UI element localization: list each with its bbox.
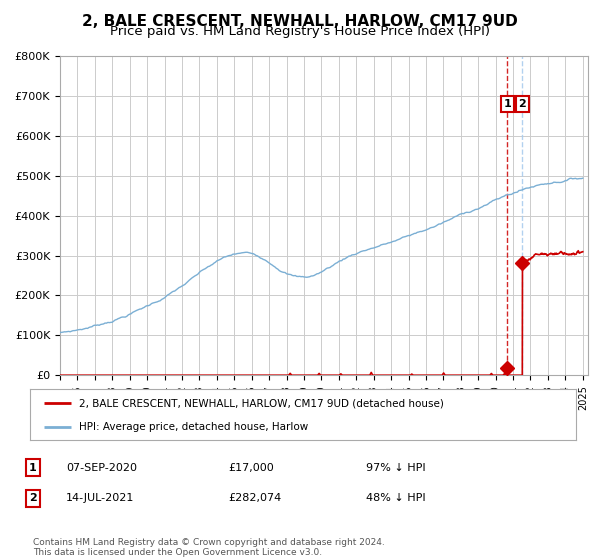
Text: Price paid vs. HM Land Registry's House Price Index (HPI): Price paid vs. HM Land Registry's House … [110, 25, 490, 38]
Text: 97% ↓ HPI: 97% ↓ HPI [366, 463, 425, 473]
Text: 2: 2 [518, 99, 526, 109]
Text: 1: 1 [503, 99, 511, 109]
Text: 14-JUL-2021: 14-JUL-2021 [66, 493, 134, 503]
Text: 2: 2 [29, 493, 37, 503]
Text: 07-SEP-2020: 07-SEP-2020 [66, 463, 137, 473]
Text: HPI: Average price, detached house, Harlow: HPI: Average price, detached house, Harl… [79, 422, 308, 432]
Text: 2, BALE CRESCENT, NEWHALL, HARLOW, CM17 9UD (detached house): 2, BALE CRESCENT, NEWHALL, HARLOW, CM17 … [79, 398, 444, 408]
Text: Contains HM Land Registry data © Crown copyright and database right 2024.
This d: Contains HM Land Registry data © Crown c… [33, 538, 385, 557]
Text: £17,000: £17,000 [228, 463, 274, 473]
Text: 48% ↓ HPI: 48% ↓ HPI [366, 493, 425, 503]
Text: £282,074: £282,074 [228, 493, 281, 503]
Text: 1: 1 [29, 463, 37, 473]
Text: 2, BALE CRESCENT, NEWHALL, HARLOW, CM17 9UD: 2, BALE CRESCENT, NEWHALL, HARLOW, CM17 … [82, 14, 518, 29]
